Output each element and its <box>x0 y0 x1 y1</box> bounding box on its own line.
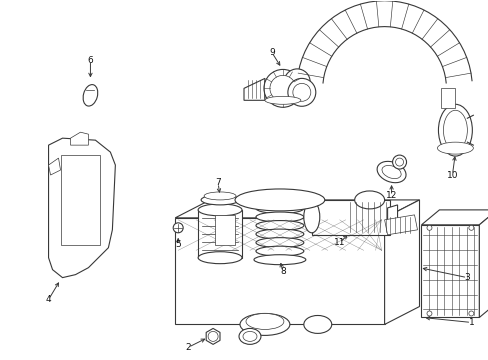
Polygon shape <box>175 200 419 218</box>
Text: 1: 1 <box>468 318 473 327</box>
Ellipse shape <box>239 328 261 345</box>
Text: 6: 6 <box>87 56 93 65</box>
Text: 4: 4 <box>46 295 51 304</box>
Polygon shape <box>384 215 417 235</box>
Ellipse shape <box>253 255 305 265</box>
Polygon shape <box>198 210 242 258</box>
Ellipse shape <box>201 195 239 205</box>
Ellipse shape <box>264 96 300 104</box>
Polygon shape <box>387 205 397 228</box>
Ellipse shape <box>443 110 467 150</box>
Text: 11: 11 <box>333 238 345 247</box>
Polygon shape <box>421 210 488 225</box>
Ellipse shape <box>240 314 289 336</box>
Ellipse shape <box>255 221 303 230</box>
Ellipse shape <box>392 155 406 169</box>
Ellipse shape <box>245 314 284 329</box>
Text: 12: 12 <box>385 192 396 201</box>
Polygon shape <box>206 328 220 345</box>
Text: 5: 5 <box>175 240 181 249</box>
Ellipse shape <box>354 191 384 209</box>
Polygon shape <box>48 158 61 175</box>
Text: 8: 8 <box>280 267 285 276</box>
Ellipse shape <box>243 332 256 341</box>
Ellipse shape <box>235 189 324 211</box>
Ellipse shape <box>287 78 315 106</box>
Polygon shape <box>175 218 384 324</box>
Text: 2: 2 <box>185 343 191 352</box>
Ellipse shape <box>255 246 303 256</box>
Polygon shape <box>215 215 235 245</box>
Ellipse shape <box>292 84 310 101</box>
Ellipse shape <box>255 212 303 222</box>
Ellipse shape <box>255 229 303 239</box>
Ellipse shape <box>198 252 242 264</box>
Text: 7: 7 <box>215 179 221 188</box>
Polygon shape <box>297 1 471 83</box>
Ellipse shape <box>264 69 301 107</box>
Ellipse shape <box>426 225 431 230</box>
Ellipse shape <box>255 238 303 248</box>
Polygon shape <box>61 155 100 245</box>
Ellipse shape <box>198 204 242 216</box>
Polygon shape <box>478 210 488 318</box>
Polygon shape <box>441 88 454 108</box>
Ellipse shape <box>303 315 331 333</box>
Ellipse shape <box>438 104 471 156</box>
Text: 3: 3 <box>464 273 469 282</box>
Ellipse shape <box>468 311 473 316</box>
Ellipse shape <box>376 161 405 183</box>
Ellipse shape <box>173 223 183 233</box>
Text: 10: 10 <box>446 171 457 180</box>
Polygon shape <box>384 200 419 324</box>
Ellipse shape <box>203 192 236 200</box>
Polygon shape <box>244 78 264 100</box>
Ellipse shape <box>253 195 305 205</box>
Polygon shape <box>48 138 115 278</box>
Ellipse shape <box>468 225 473 230</box>
Polygon shape <box>311 200 389 235</box>
Ellipse shape <box>269 75 295 101</box>
Polygon shape <box>421 225 478 318</box>
Ellipse shape <box>426 311 431 316</box>
Ellipse shape <box>83 85 98 106</box>
Ellipse shape <box>395 158 403 166</box>
Text: 9: 9 <box>268 48 274 57</box>
Ellipse shape <box>437 142 472 154</box>
Polygon shape <box>70 132 88 145</box>
Ellipse shape <box>303 201 319 233</box>
Ellipse shape <box>284 69 309 95</box>
Ellipse shape <box>381 166 400 179</box>
Ellipse shape <box>255 203 303 213</box>
Ellipse shape <box>208 332 218 341</box>
